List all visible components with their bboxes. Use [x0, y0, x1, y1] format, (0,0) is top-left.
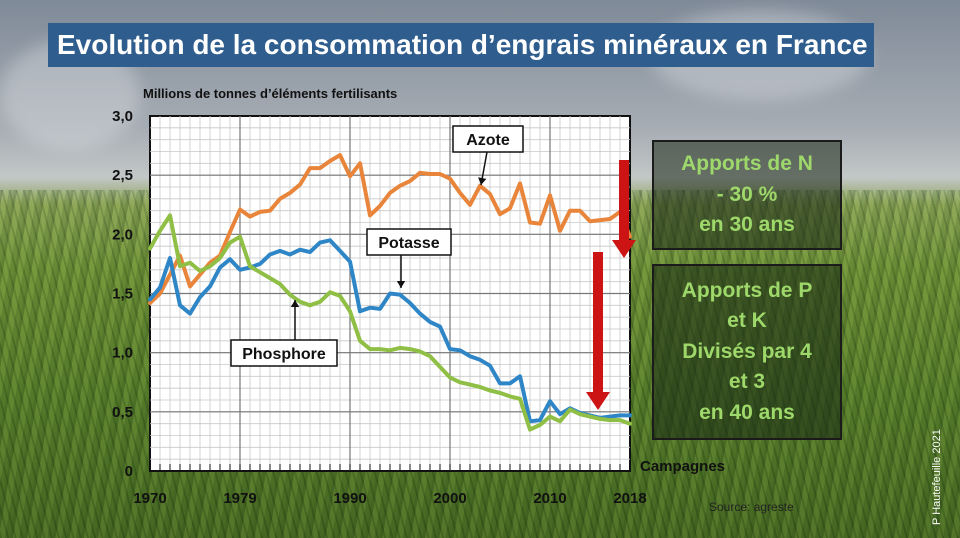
label-phosphore-arrow-head	[290, 300, 300, 307]
x-tick-label: 2018	[613, 490, 646, 507]
y-tick-label: 2,5	[112, 167, 133, 184]
y-tick-label: 2,0	[112, 226, 133, 243]
red-arrow-pk-shaft	[593, 252, 603, 394]
label-azote: Azote	[466, 132, 510, 149]
nitrogen-summary-box: Apports de N - 30 % en 30 ans	[652, 140, 842, 250]
phosphorus-potassium-summary-box: Apports de P et K Divisés par 4 et 3 en …	[652, 264, 842, 440]
label-potasse-arrow-head	[396, 281, 406, 288]
label-potasse-box	[366, 228, 452, 256]
box-pk-line: en 40 ans	[699, 400, 795, 424]
label-azote-box	[452, 125, 524, 153]
x-tick-label: 1970	[133, 490, 166, 507]
series-line-phosphore	[148, 213, 632, 432]
box-pk-line: Divisés par 4	[682, 339, 812, 363]
series-line-azote	[148, 153, 632, 305]
box-pk-line: Apports de P	[681, 278, 813, 302]
y-tick-label: 0,5	[112, 404, 133, 421]
box-n-line: Apports de N	[681, 152, 813, 176]
page-title: Evolution de la consommation d’engrais m…	[48, 23, 874, 67]
x-axis-title: Campagnes	[640, 458, 726, 475]
box-pk-line: et K	[727, 309, 767, 333]
y-tick-label: 1,5	[112, 286, 133, 303]
box-n-line: - 30 %	[716, 182, 778, 206]
label-potasse: Potasse	[378, 235, 439, 252]
x-tick-label: 1979	[223, 490, 256, 507]
y-axis-unit-label: Millions de tonnes d’éléments fertilisan…	[143, 86, 398, 101]
box-n-line: en 30 ans	[699, 213, 795, 237]
source-note: Source: agreste	[709, 500, 794, 514]
box-pk-line: et 3	[728, 370, 766, 394]
y-tick-label: 0	[125, 463, 133, 480]
red-arrow-nitrogen-head	[612, 240, 636, 258]
series-line-potasse	[148, 238, 632, 424]
x-tick-label: 1990	[333, 490, 366, 507]
label-phosphore-box	[230, 339, 338, 367]
author-credit: P Hautefeuille 2021	[931, 429, 943, 525]
red-arrow-nitrogen-shaft	[619, 160, 629, 242]
x-tick-label: 2010	[533, 490, 566, 507]
red-arrow-pk-head	[586, 392, 610, 410]
label-azote-arrow-head	[478, 177, 487, 185]
label-phosphore: Phosphore	[242, 346, 326, 363]
x-tick-label: 2000	[433, 490, 466, 507]
y-tick-label: 1,0	[112, 345, 133, 362]
y-tick-label: 3,0	[112, 108, 133, 125]
